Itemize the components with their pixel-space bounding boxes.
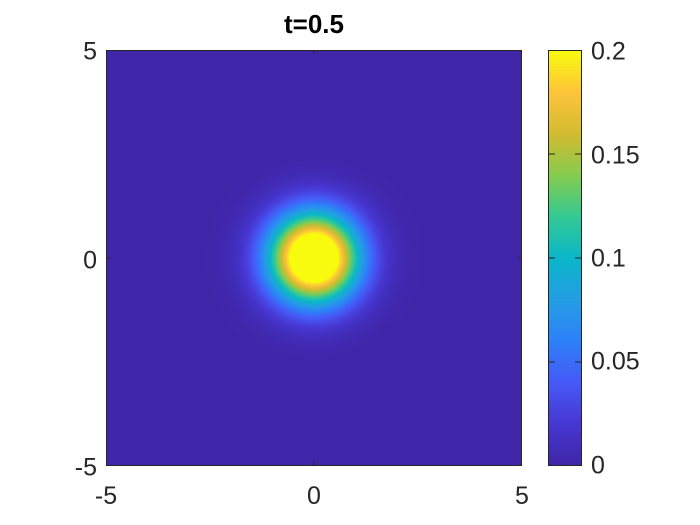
colorbar-tick-label: 0.2 (591, 37, 626, 66)
x-tick-label: -5 (94, 482, 118, 510)
chart-title: t=0.5 (284, 9, 344, 39)
heatmap-surface (107, 51, 521, 465)
y-tick-label: -5 (74, 453, 97, 482)
colorbar-tick-label: 0.1 (591, 244, 626, 273)
colorbar-gradient (549, 51, 581, 465)
colorbar (548, 50, 582, 466)
colorbar-tick-label: 0.05 (591, 347, 640, 376)
colorbar-tick-label: 0.15 (591, 141, 640, 170)
x-tick-label: 0 (307, 482, 321, 510)
plot-area (106, 50, 522, 466)
y-tick-label: 5 (83, 37, 97, 66)
x-tick-label: 5 (515, 482, 529, 510)
colorbar-tick-label: 0 (591, 451, 605, 480)
y-tick-label: 0 (83, 246, 97, 275)
